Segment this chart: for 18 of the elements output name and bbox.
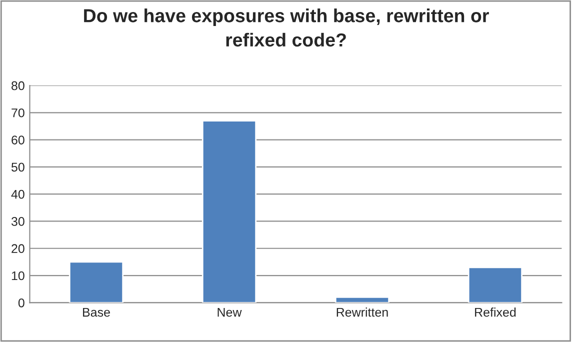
x-tick-label: Base (83, 308, 110, 317)
y-tick-label: 40 (11, 190, 24, 199)
bar (334, 296, 390, 303)
chart-title: Do we have exposures with base, rewritten or refixed code? (84, 8, 489, 47)
x-tick-label: Refixed (475, 308, 516, 317)
y-tick-label: 10 (12, 271, 24, 280)
x-tick-label: Rewritten (336, 308, 388, 317)
y-tick-label: 60 (12, 136, 24, 144)
y-tick-label: 20 (12, 244, 24, 254)
y-tick-label: 80 (12, 81, 24, 90)
y-tick-label: 70 (12, 108, 24, 118)
bar (468, 266, 522, 303)
bar (68, 261, 124, 303)
y-tick-label: 50 (11, 162, 24, 172)
y-tick-label: 0 (18, 298, 24, 308)
y-tick-label: 30 (11, 217, 24, 226)
bar (202, 120, 257, 303)
x-tick-label: New (218, 308, 242, 317)
